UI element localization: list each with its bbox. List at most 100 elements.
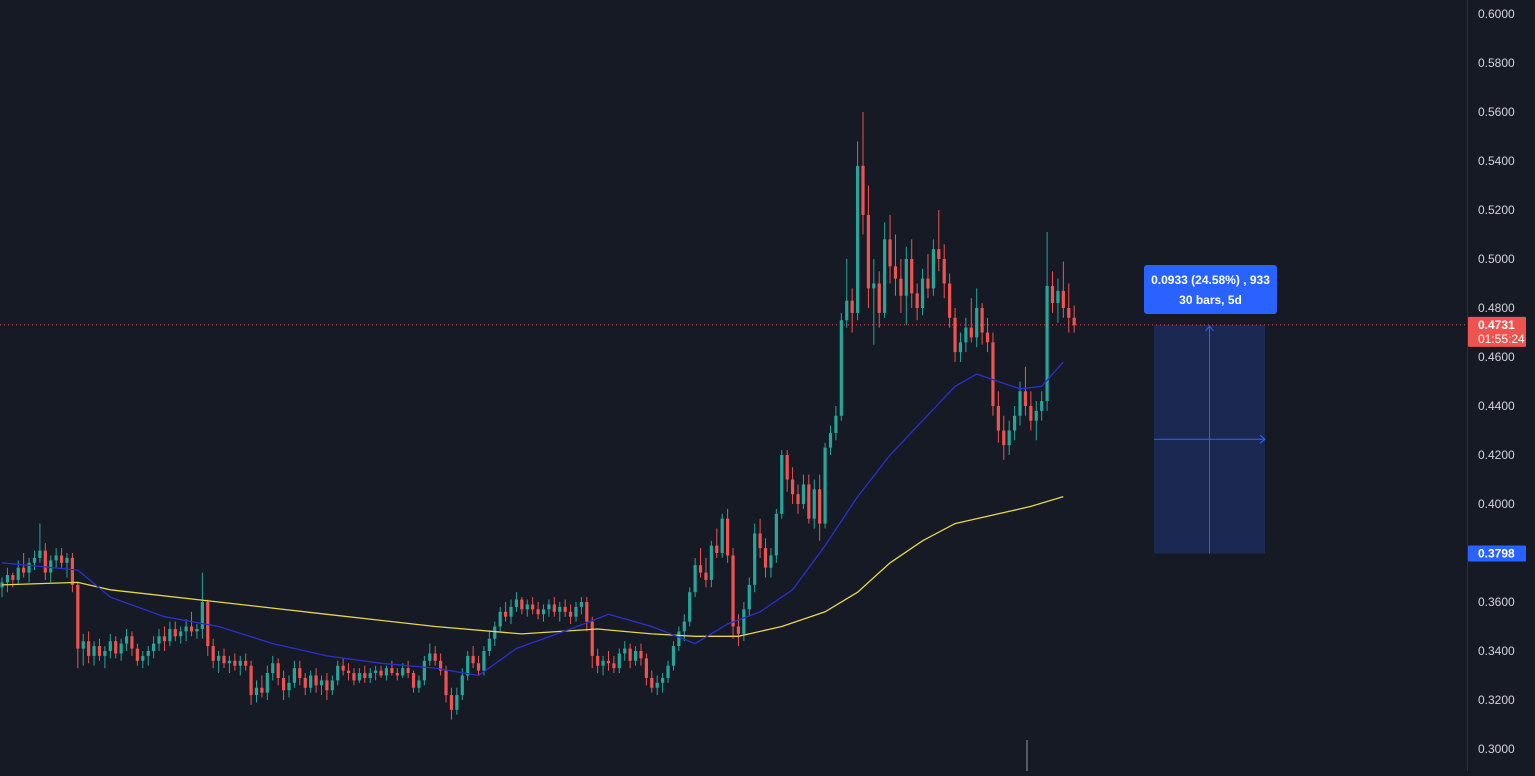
candle xyxy=(276,658,280,686)
price-axis[interactable]: 0.6000 0.5800 0.5600 0.5400 0.5200 0.5000 0.48… xyxy=(1467,0,1535,771)
candle-body xyxy=(969,327,973,338)
candle-body xyxy=(249,665,253,696)
candle-body xyxy=(146,651,150,656)
candle xyxy=(162,626,167,651)
candle-body xyxy=(850,300,854,313)
candle-body xyxy=(644,658,648,678)
measure-tool[interactable] xyxy=(0,324,1467,554)
candle-body xyxy=(926,278,930,289)
candle xyxy=(920,268,925,316)
candle-body xyxy=(688,592,692,622)
candle-body xyxy=(958,342,963,353)
candle xyxy=(59,548,64,568)
candle xyxy=(54,548,58,568)
measure-arrow-up xyxy=(1205,325,1214,332)
candle-body xyxy=(920,278,925,308)
candle-body xyxy=(363,673,367,678)
candle-body xyxy=(520,599,524,610)
candle xyxy=(70,553,74,593)
candle xyxy=(1034,401,1038,441)
candle-body xyxy=(931,249,935,289)
candle-body xyxy=(32,557,37,563)
candle xyxy=(493,621,497,647)
price-axis-tick-label: 0.4800 xyxy=(1478,301,1515,315)
candle-body xyxy=(471,655,475,664)
candle xyxy=(747,577,751,617)
candle-body xyxy=(482,651,486,671)
candle-body xyxy=(899,278,903,296)
candle-body xyxy=(823,447,827,524)
candle-body xyxy=(872,283,876,289)
candle-body xyxy=(179,631,183,637)
candle-body xyxy=(87,641,91,656)
candle-body xyxy=(742,609,746,634)
candle-body xyxy=(606,660,611,664)
candle xyxy=(937,210,941,272)
candle-body xyxy=(130,636,134,649)
candle xyxy=(910,239,914,308)
candle-body xyxy=(785,455,789,480)
candle-body xyxy=(839,320,843,416)
candle xyxy=(780,450,784,519)
measure-arrow-right xyxy=(1259,434,1266,444)
candle xyxy=(855,141,860,321)
candle xyxy=(27,557,31,583)
candle-body xyxy=(222,655,226,664)
candle xyxy=(346,663,351,681)
candle xyxy=(189,611,194,637)
candle-body xyxy=(617,653,621,669)
candle-body xyxy=(303,677,307,688)
price-axis-tick-label: 0.3600 xyxy=(1478,595,1515,609)
candle xyxy=(883,222,887,318)
candle xyxy=(915,283,919,321)
candle xyxy=(812,479,816,529)
candle xyxy=(628,643,632,669)
candle-body xyxy=(200,602,204,629)
candle xyxy=(531,597,535,615)
candle xyxy=(509,599,513,625)
candle xyxy=(390,660,394,676)
candle-body xyxy=(287,682,291,691)
candle xyxy=(336,660,340,686)
candle-body xyxy=(211,646,215,661)
candle-body xyxy=(1056,290,1060,304)
candle-body xyxy=(1007,430,1011,446)
candle-body xyxy=(790,479,795,495)
candle xyxy=(942,244,946,299)
candle xyxy=(709,540,713,588)
candle xyxy=(568,604,573,625)
candle-body xyxy=(828,432,833,448)
candle-body xyxy=(135,648,139,661)
candle xyxy=(287,675,291,698)
candle xyxy=(417,675,421,693)
candle-body xyxy=(1029,406,1033,421)
candle-body xyxy=(937,249,941,259)
candle-body xyxy=(244,660,248,666)
candle xyxy=(179,626,183,644)
candle xyxy=(422,655,426,686)
candle xyxy=(731,548,735,639)
candle-body xyxy=(558,606,562,612)
candle-body xyxy=(460,675,464,696)
candle xyxy=(260,675,264,698)
candle-body xyxy=(796,494,800,504)
candle xyxy=(38,523,42,563)
candle xyxy=(861,112,865,235)
candle-body xyxy=(763,548,768,568)
candle xyxy=(281,670,286,700)
candle xyxy=(97,638,102,661)
candle-body xyxy=(390,668,394,674)
candle-body xyxy=(271,663,275,674)
candles xyxy=(0,112,1076,720)
candle xyxy=(1023,366,1028,416)
candle-body xyxy=(1040,401,1044,411)
candle xyxy=(141,651,145,669)
candle-body xyxy=(254,687,259,696)
price-label-box xyxy=(1468,316,1526,347)
candle-body xyxy=(265,673,269,693)
candle-body xyxy=(108,641,112,651)
